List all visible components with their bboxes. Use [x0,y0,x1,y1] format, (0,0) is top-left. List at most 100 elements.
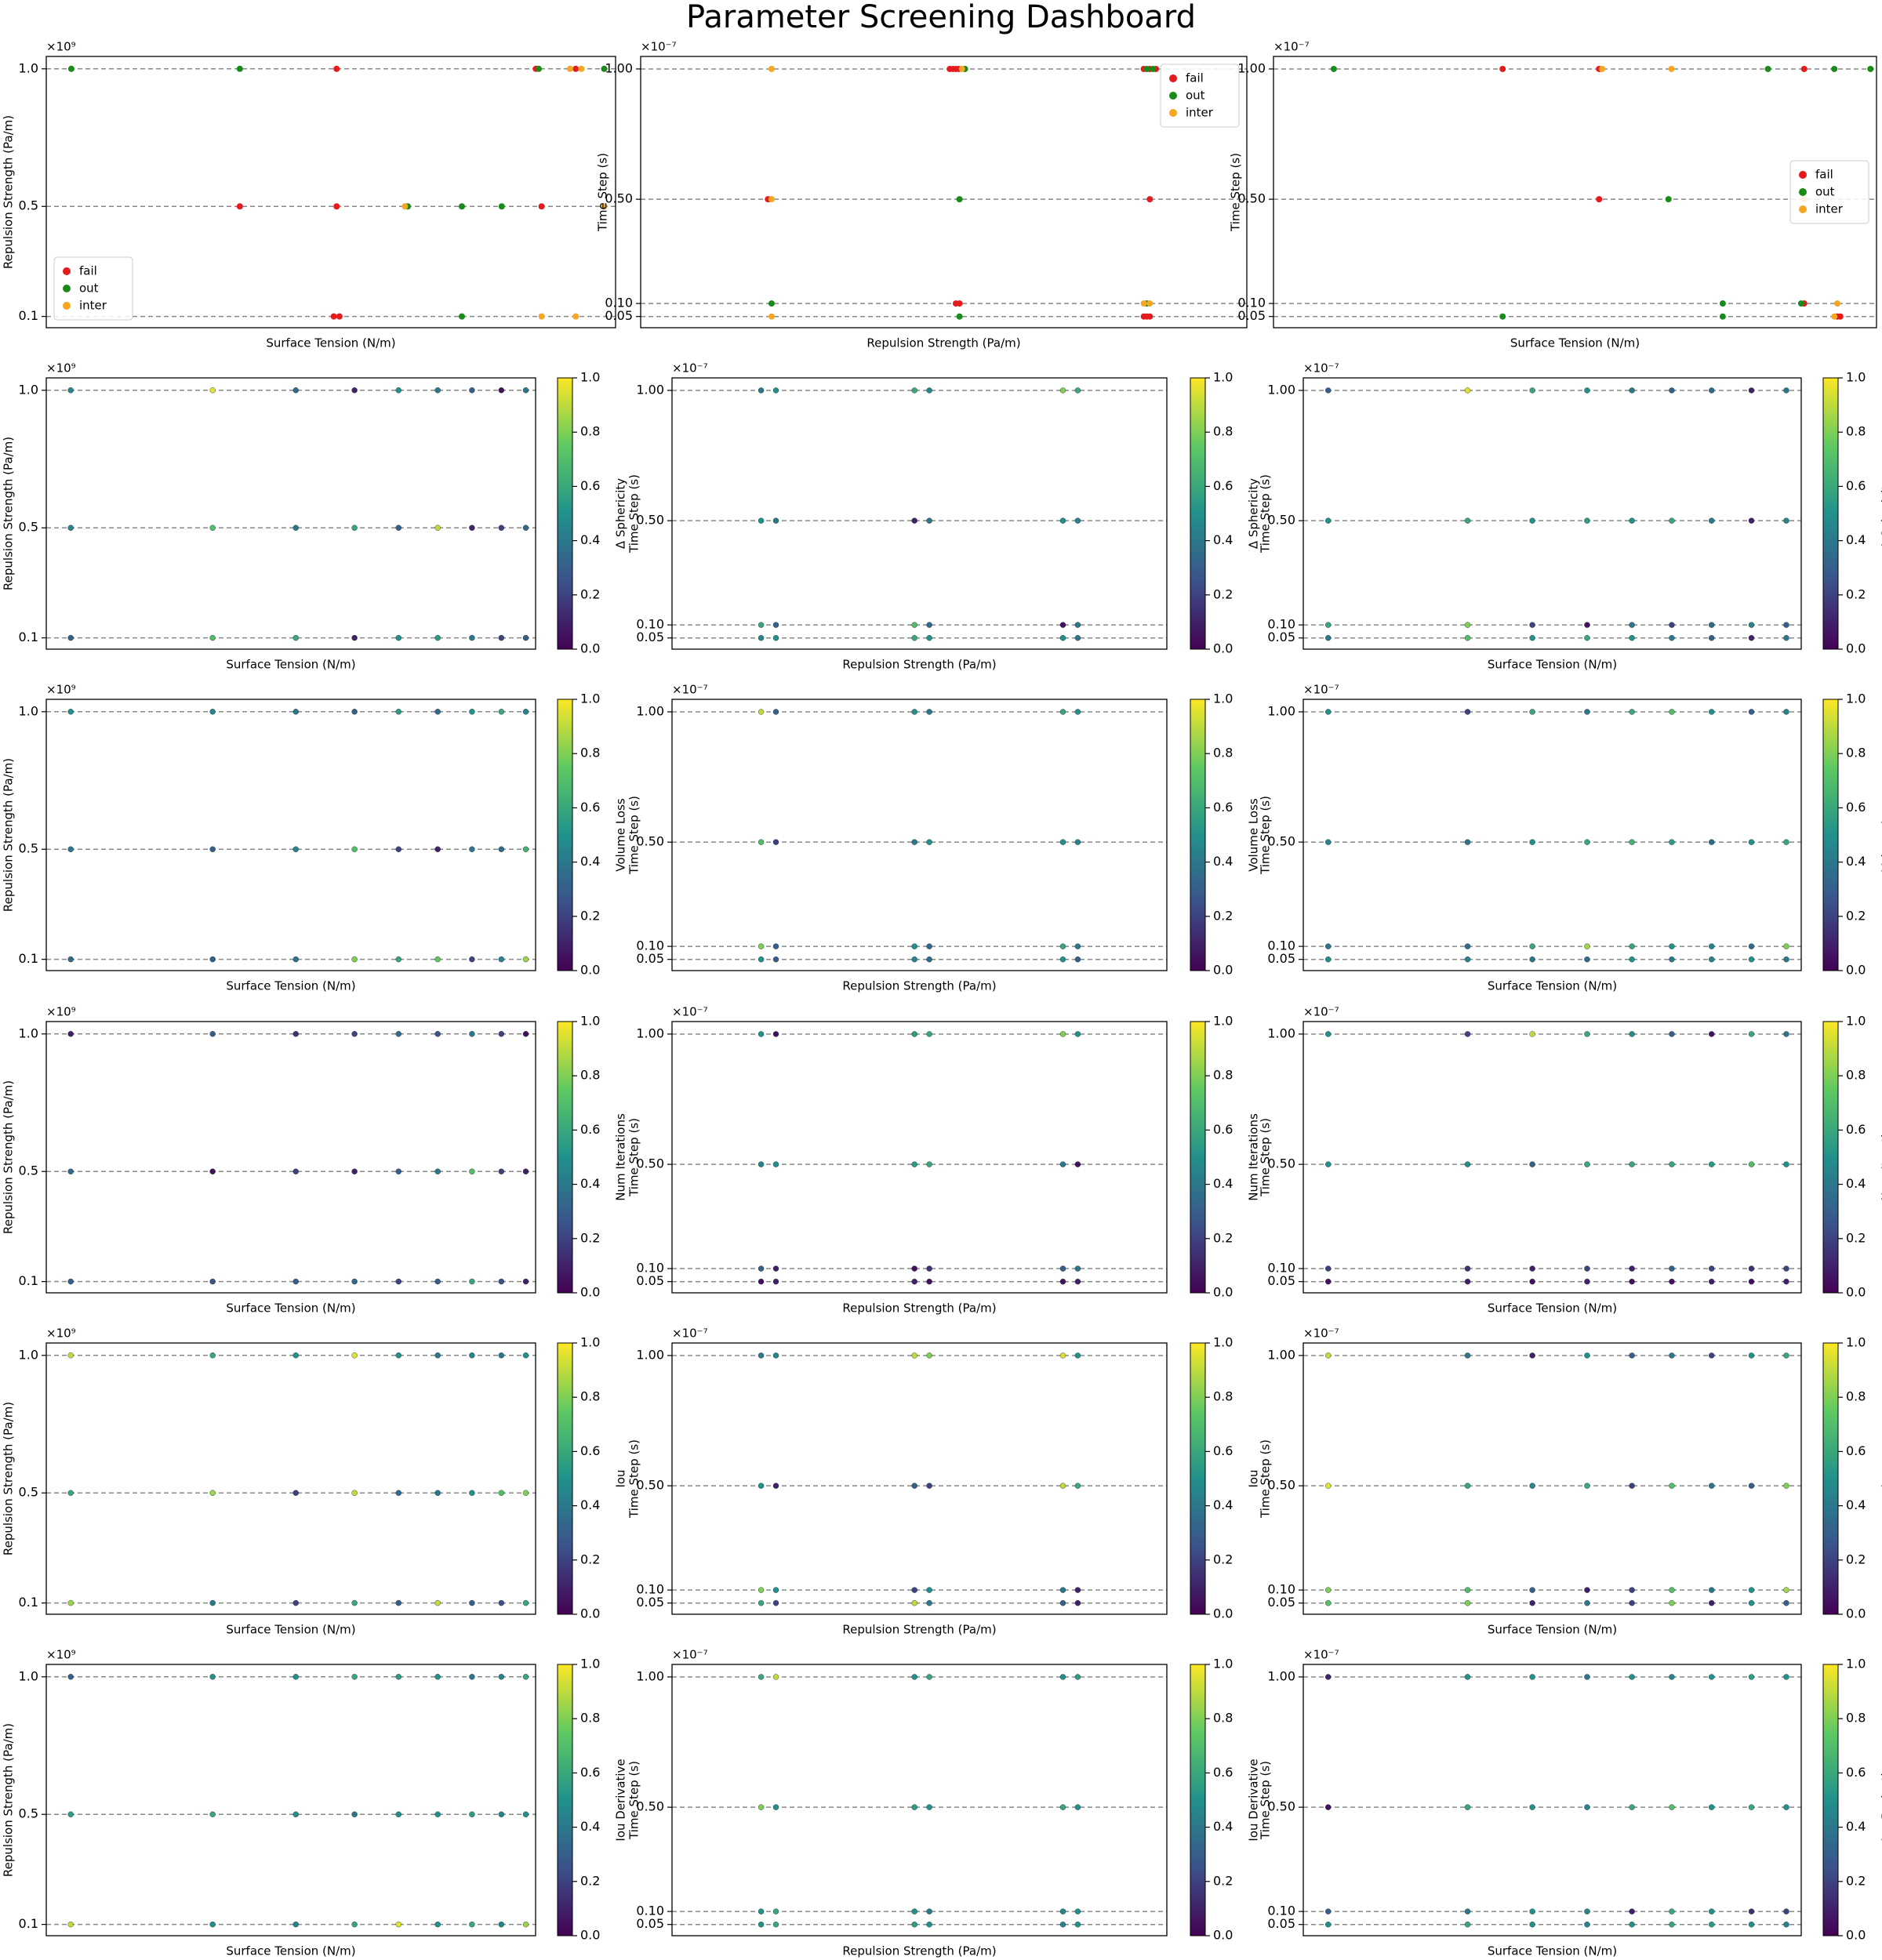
point [772,1674,779,1680]
point [1669,1161,1675,1167]
point [772,709,779,715]
colorbar-tick-label: 0.0 [1846,641,1866,656]
colorbar-tick-label: 0.6 [580,800,600,815]
colorbar [557,699,573,971]
point [1074,1161,1081,1167]
point [434,387,441,394]
colorbar-label: Δ Sphericity [614,478,628,549]
point [1867,65,1874,72]
y-offset-label: ×10⁻⁷ [672,1648,708,1662]
y-tick-label: 1.0 [19,60,38,75]
y-offset-label: ×10⁻⁷ [641,40,677,54]
point [1325,956,1332,963]
colorbar [1190,1342,1206,1615]
y-axis-label: Time Step (s) [1259,1118,1273,1197]
point [351,1031,358,1037]
point [395,524,401,531]
colorbar-tick-label: 1.0 [1213,370,1233,385]
point [926,622,932,628]
y-tick-label: 0.05 [1267,951,1295,966]
point [1325,635,1332,641]
point [768,313,775,320]
point [1783,1352,1789,1359]
point [1708,1279,1715,1285]
point [1783,1587,1789,1593]
axes-frame [45,1021,536,1294]
colorbar-tick-label: 0.4 [1846,854,1866,869]
legend-label: out [1186,89,1205,103]
point [498,956,505,963]
point [926,387,932,394]
point [1325,387,1332,394]
point [1146,196,1154,203]
colorbar-tick-label: 0.6 [1846,1443,1866,1458]
point [434,1599,441,1606]
point [1748,709,1755,715]
y-offset-label: ×10⁻⁷ [1303,1648,1339,1662]
y-tick-label: 0.10 [1267,1904,1295,1918]
point [772,387,779,394]
y-tick-label: 1.00 [636,1025,664,1040]
y-tick-label: 0.50 [1237,191,1266,206]
point [1708,1804,1715,1810]
point [958,65,965,72]
point [469,709,475,715]
point [1074,635,1081,641]
point [572,313,579,320]
point [1584,1587,1590,1593]
point [1669,1031,1675,1037]
point [1529,387,1535,394]
point [1464,517,1471,524]
point [1059,635,1066,641]
axes-frame [1303,699,1802,971]
point [1584,1483,1590,1489]
point [1783,517,1789,524]
colorbar [557,1342,573,1615]
y-axis-label: Repulsion Strength (Pa/m) [2,1402,16,1555]
point [434,846,441,852]
axes-frame [45,1342,536,1615]
point [1584,622,1590,628]
point [1783,839,1789,845]
point [772,1265,779,1272]
colorbar-tick-label: 0.0 [1213,1606,1233,1621]
y-tick-label: 0.05 [636,1916,664,1931]
point [1074,1587,1081,1593]
colorbar-tick-label: 0.8 [1213,746,1233,760]
point [67,1490,74,1496]
point [1529,1352,1535,1359]
point [522,524,529,531]
colorbar-tick-label: 0.2 [580,1873,600,1888]
colorbar-tick-label: 0.4 [1213,1176,1233,1191]
point [572,65,579,72]
point [434,1352,441,1359]
point [1059,1265,1066,1272]
point [292,634,299,641]
point [1708,622,1715,628]
legend-marker [1169,74,1177,82]
colorbar-tick-label: 0.4 [1213,532,1233,547]
colorbar-tick-label: 0.2 [1213,1230,1233,1245]
x-axis-label: Repulsion Strength (Pa/m) [842,658,996,672]
point [1629,1352,1635,1359]
point [1629,622,1635,628]
y-axis-label: Time Step (s) [1259,1439,1273,1519]
y-tick-label: 0.50 [636,513,664,528]
point [395,1490,401,1496]
point [758,1483,765,1489]
point [1529,1483,1535,1489]
point [395,387,401,394]
y-axis-label: Time Step (s) [1259,474,1273,554]
point [1074,839,1081,845]
point [1783,1265,1789,1272]
axes-frame [671,699,1168,971]
point [1464,387,1471,394]
point [1599,65,1606,72]
point [401,203,409,210]
x-axis-label: Surface Tension (N/m) [1488,658,1617,672]
point [1325,1922,1332,1928]
point [926,956,932,963]
point [522,1031,529,1037]
legend-marker [1799,188,1807,196]
point [1074,517,1081,524]
